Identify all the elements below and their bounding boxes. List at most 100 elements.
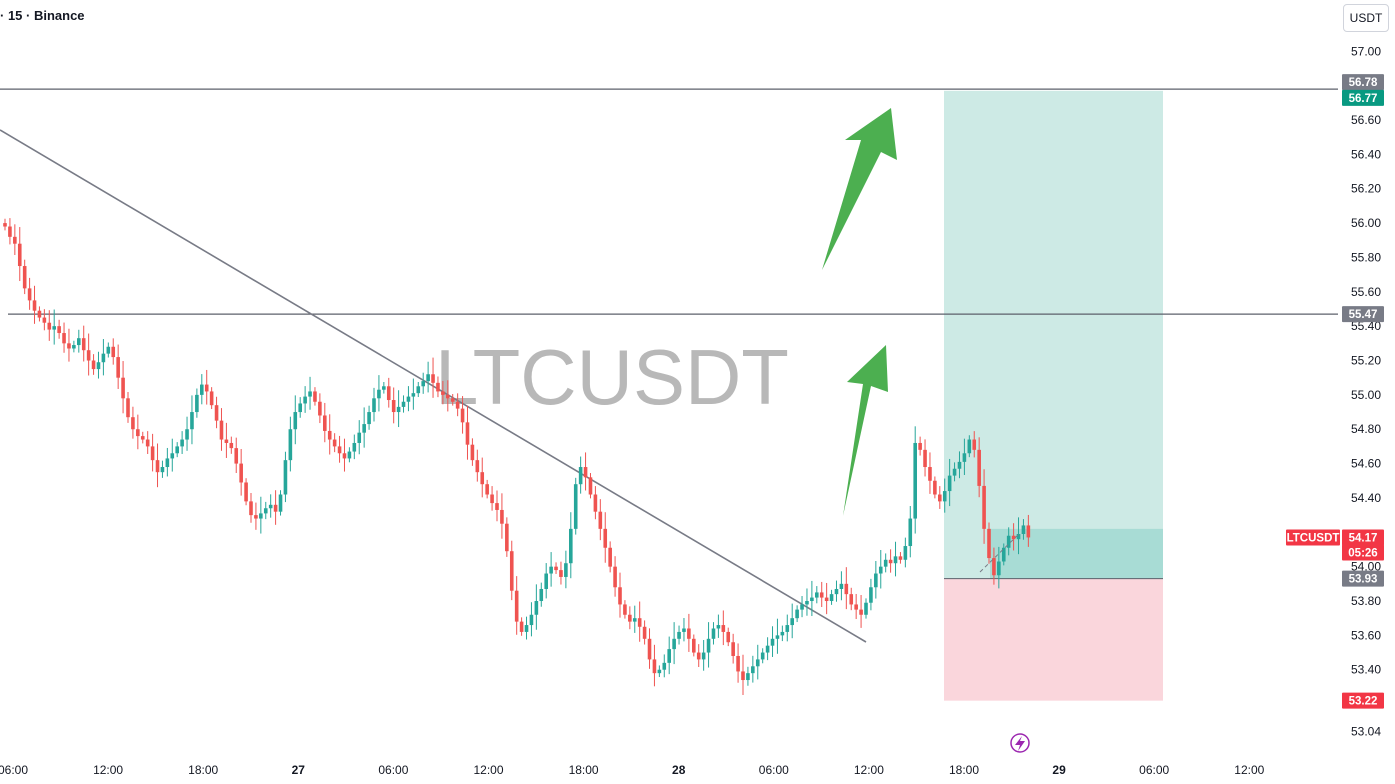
candle-body xyxy=(534,601,539,615)
x-tick-label: 06:00 xyxy=(378,763,408,777)
candle-body xyxy=(618,587,622,605)
candle-body xyxy=(834,588,839,595)
candle-body xyxy=(185,429,189,440)
y-tick-label: 57.00 xyxy=(1351,44,1381,58)
candle-body xyxy=(116,357,120,378)
candle-body xyxy=(327,430,332,440)
candle-body xyxy=(431,374,435,383)
candle-body xyxy=(652,659,657,674)
candle-body xyxy=(263,508,268,514)
candle-body xyxy=(657,669,662,674)
candle-body xyxy=(977,449,981,486)
currency-button[interactable]: USDT xyxy=(1343,4,1389,32)
candle-body xyxy=(411,393,416,397)
candle-body xyxy=(244,482,248,502)
candle-body xyxy=(578,467,583,485)
candle-body xyxy=(357,432,362,443)
candle-body xyxy=(524,625,529,632)
candle-body xyxy=(972,439,977,450)
candle-body xyxy=(632,618,637,622)
candle-body xyxy=(475,460,480,473)
candle-body xyxy=(22,266,27,289)
candle-body xyxy=(224,439,229,443)
candle-body xyxy=(131,417,135,430)
lightning-circle-icon[interactable] xyxy=(1010,733,1030,753)
candle-body xyxy=(303,396,307,404)
time-axis[interactable]: 06:00 12:00 18:00 27 06:00 12:00 18:00 28 06:00 1… xyxy=(0,763,1265,777)
candle-body xyxy=(554,566,558,571)
x-tick-label: 27 xyxy=(292,763,306,777)
candle-body xyxy=(249,501,253,516)
candle-body xyxy=(682,628,686,632)
candle-body xyxy=(623,604,627,615)
y-tick-label: 56.60 xyxy=(1351,113,1381,127)
candle-body xyxy=(903,546,908,560)
candle-body xyxy=(829,594,834,602)
candle-body xyxy=(268,504,273,509)
candle-body xyxy=(692,638,696,653)
candle-body xyxy=(839,583,844,589)
candle-body xyxy=(726,631,731,643)
candle-body xyxy=(465,422,470,445)
level-price-tag: 55.47 xyxy=(1349,309,1378,321)
candle-body xyxy=(736,655,740,672)
candle-body xyxy=(293,412,298,430)
symbol-tag: LTCUSDT xyxy=(1287,532,1340,544)
y-tick-label: 53.80 xyxy=(1351,594,1381,608)
green-arrow-lower[interactable] xyxy=(843,345,888,516)
price-price-tag-bg xyxy=(1342,529,1384,546)
candle-body xyxy=(559,570,563,577)
candle-body xyxy=(500,509,504,524)
candle-body xyxy=(613,566,617,588)
candle-body xyxy=(347,451,352,459)
y-tick-label: 53.60 xyxy=(1351,628,1381,642)
candle-body xyxy=(352,442,357,452)
price-price-tag: 54.17 xyxy=(1349,532,1378,544)
candle-body xyxy=(480,472,485,485)
candle-body xyxy=(126,398,130,418)
candle-body xyxy=(731,642,735,656)
candle-body xyxy=(57,326,61,334)
price-axis[interactable]: 57.00 56.60 56.40 56.20 56.00 55.80 55.60 55.40… xyxy=(1351,44,1381,738)
candle-body xyxy=(647,638,652,660)
candle-body xyxy=(175,446,179,454)
candle-body xyxy=(805,601,809,605)
y-tick-label: 53.04 xyxy=(1351,725,1381,739)
candle-body xyxy=(874,573,878,588)
candle-body xyxy=(844,583,849,595)
entry-price-tag: 53.93 xyxy=(1349,574,1378,586)
candle-body xyxy=(32,300,37,311)
y-tick-label: 54.40 xyxy=(1351,491,1381,505)
candle-body xyxy=(372,398,376,413)
candle-body xyxy=(72,345,76,349)
candle-body xyxy=(1011,535,1016,540)
candle-body xyxy=(928,467,932,481)
stop-zone xyxy=(944,578,1163,701)
y-tick-label: 55.00 xyxy=(1351,388,1381,402)
candle-body xyxy=(96,362,101,370)
candle-body xyxy=(982,485,986,529)
position-zones xyxy=(944,90,1163,701)
candle-body xyxy=(564,563,568,577)
candle-body xyxy=(888,559,893,564)
y-tick-label: 55.60 xyxy=(1351,285,1381,299)
candle-body xyxy=(755,659,760,667)
candle-body xyxy=(514,590,519,622)
candle-body xyxy=(367,412,371,425)
green-arrow-upper[interactable] xyxy=(822,108,897,270)
candle-body xyxy=(677,631,681,639)
candle-body xyxy=(716,625,721,629)
x-tick-label: 18:00 xyxy=(188,763,218,777)
candle-body xyxy=(780,631,785,636)
candle-body xyxy=(13,236,17,244)
candle-body xyxy=(947,475,952,492)
candle-body xyxy=(239,463,243,483)
candle-body xyxy=(1026,525,1031,538)
stop-price-tag-bg xyxy=(1342,692,1384,709)
price-tags: 56.78 56.77 55.47 54.17 05:26 53.93 53.22 LTCUS… xyxy=(1286,74,1384,709)
candle-body xyxy=(849,594,854,605)
x-tick-label: 12:00 xyxy=(473,763,503,777)
candle-body xyxy=(254,515,258,519)
candle-body xyxy=(278,494,283,512)
